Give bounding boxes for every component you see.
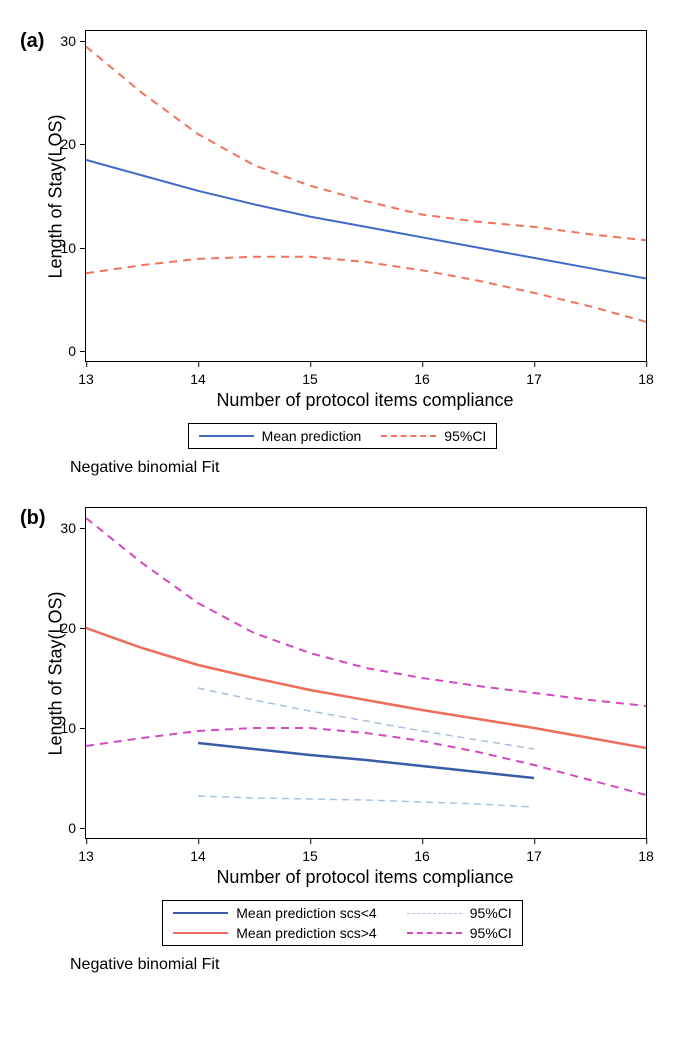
panel-b-label: (b) — [20, 507, 46, 530]
series-scs_lt4_ci_lower — [198, 796, 534, 807]
xtick: 17 — [526, 838, 542, 864]
chart-b-xlabel: Number of protocol items compliance — [85, 867, 645, 888]
chart-b-legend: Mean prediction scs<4 95%CI Mean predictio… — [162, 900, 523, 946]
xtick: 16 — [414, 838, 430, 864]
xtick: 17 — [526, 361, 542, 387]
series-ci_lower — [86, 257, 646, 322]
panel-a-label: (a) — [20, 30, 44, 53]
legend-line — [381, 435, 436, 437]
ytick: 30 — [60, 33, 86, 49]
chart-b-box: Length of Stay(LOS) 0102030 131415161718 — [85, 507, 647, 839]
ytick: 20 — [60, 136, 86, 152]
ytick: 0 — [68, 820, 86, 836]
ytick: 10 — [60, 240, 86, 256]
xtick: 14 — [190, 361, 206, 387]
series-scs_gt4_ci_lower — [86, 728, 646, 795]
legend-item: 95%CI — [407, 905, 512, 921]
xtick: 15 — [302, 838, 318, 864]
chart-a-caption: Negative binomial Fit — [70, 459, 665, 477]
legend-line — [407, 913, 462, 914]
series-ci_upper — [86, 47, 646, 241]
ytick: 0 — [68, 343, 86, 359]
panel-b: (b) Length of Stay(LOS) 0102030 13141516… — [20, 507, 665, 974]
chart-b-caption: Negative binomial Fit — [70, 956, 665, 974]
series-mean — [86, 160, 646, 279]
legend-label: 95%CI — [470, 925, 512, 941]
xtick: 18 — [638, 361, 654, 387]
ytick: 30 — [60, 520, 86, 536]
ytick: 10 — [60, 720, 86, 736]
legend-item: 95%CI — [381, 428, 486, 444]
legend-line — [199, 435, 254, 437]
chart-b-ylabel: Length of Stay(LOS) — [46, 574, 67, 774]
series-scs_lt4_ci_upper — [198, 688, 534, 749]
chart-b-plot — [86, 508, 646, 838]
legend-label: 95%CI — [470, 905, 512, 921]
xtick: 13 — [78, 361, 94, 387]
chart-a-plot — [86, 31, 646, 361]
xtick: 16 — [414, 361, 430, 387]
chart-a-ylabel: Length of Stay(LOS) — [46, 97, 67, 297]
series-scs_gt4_mean — [86, 628, 646, 748]
legend-label: Mean prediction — [262, 428, 362, 444]
legend-label: Mean prediction scs>4 — [236, 925, 376, 941]
chart-a-legend: Mean prediction 95%CI — [188, 423, 498, 449]
xtick: 14 — [190, 838, 206, 864]
legend-label: Mean prediction scs<4 — [236, 905, 376, 921]
chart-a-box: Length of Stay(LOS) 0102030 131415161718 — [85, 30, 647, 362]
xtick: 18 — [638, 838, 654, 864]
ytick: 20 — [60, 620, 86, 636]
legend-item: Mean prediction — [199, 428, 362, 444]
xtick: 15 — [302, 361, 318, 387]
series-scs_gt4_ci_upper — [86, 518, 646, 706]
legend-line — [173, 932, 228, 934]
legend-item: Mean prediction scs<4 — [173, 905, 376, 921]
legend-line — [407, 932, 462, 934]
legend-item: 95%CI — [407, 925, 512, 941]
chart-a-xlabel: Number of protocol items compliance — [85, 390, 645, 411]
panel-a: (a) Length of Stay(LOS) 0102030 13141516… — [20, 30, 665, 477]
series-scs_lt4_mean — [198, 743, 534, 778]
legend-label: 95%CI — [444, 428, 486, 444]
legend-line — [173, 912, 228, 914]
legend-item: Mean prediction scs>4 — [173, 925, 376, 941]
xtick: 13 — [78, 838, 94, 864]
